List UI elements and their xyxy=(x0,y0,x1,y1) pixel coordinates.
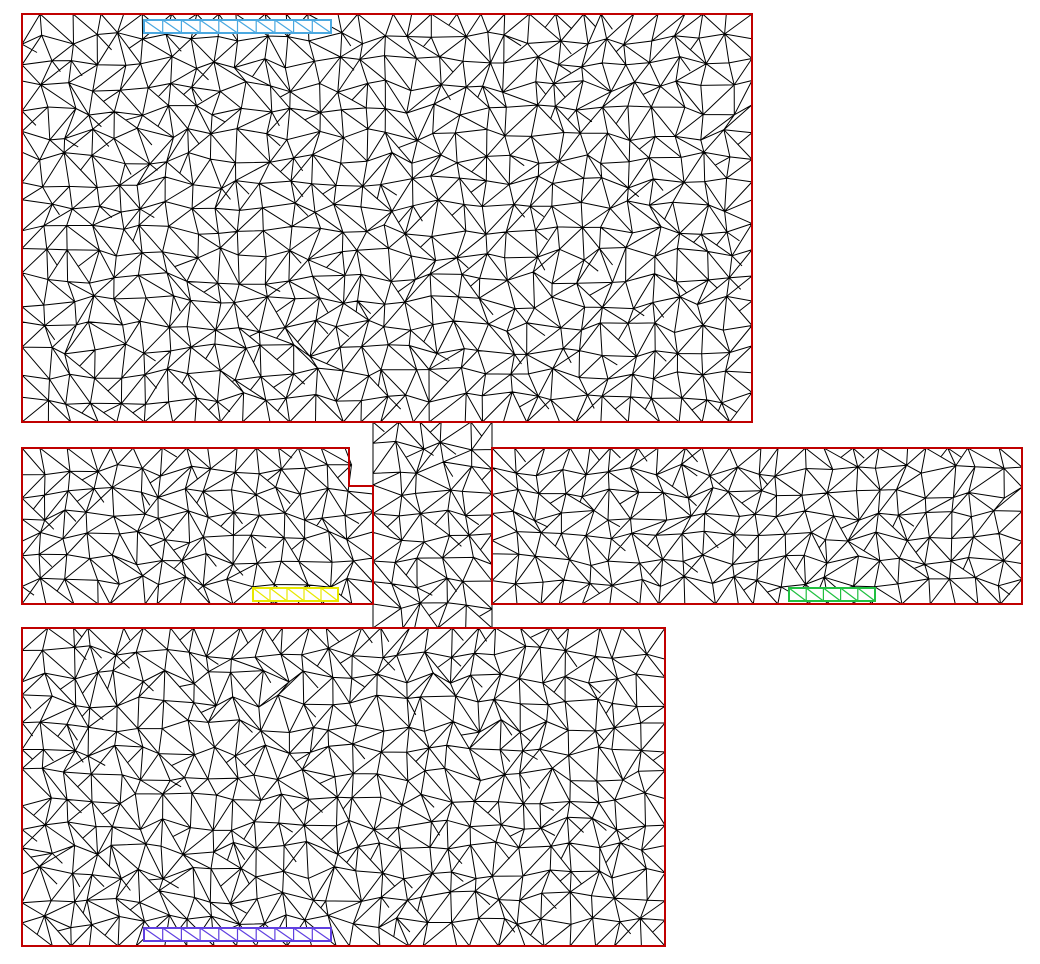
mesh-edges-lower-room xyxy=(21,627,666,947)
boundary-lower-room xyxy=(21,627,666,947)
mesh-region-central-connector xyxy=(372,421,493,629)
ports-layer xyxy=(143,19,876,942)
port-green-mesh xyxy=(788,587,876,602)
port-yellow-mesh xyxy=(252,587,339,602)
boundary-layer xyxy=(21,13,1023,947)
mesh-edges-central-connector xyxy=(372,421,493,629)
boundary-middle-right-corridor xyxy=(491,447,1023,605)
boundary-upper-room xyxy=(21,13,753,423)
mesh-region-lower-room xyxy=(21,627,666,947)
port-bottom-purple xyxy=(143,927,332,942)
mesh-region-middle-right-corridor xyxy=(491,447,1023,605)
mesh-region-upper-room xyxy=(21,13,753,423)
mesh-edges-middle-right-corridor xyxy=(491,447,1023,605)
mesh-edges-upper-room xyxy=(21,13,753,423)
boundary-middle-left-corridor xyxy=(21,447,374,605)
port-yellow xyxy=(252,587,339,602)
port-green xyxy=(788,587,876,602)
port-top-blue xyxy=(143,19,332,34)
mesh-layer xyxy=(21,13,1023,947)
mesh-region-middle-left-corridor xyxy=(21,447,374,605)
port-bottom-purple-mesh xyxy=(143,927,332,942)
mesh-edges-middle-left-corridor xyxy=(21,447,374,605)
port-top-blue-mesh xyxy=(143,19,332,34)
